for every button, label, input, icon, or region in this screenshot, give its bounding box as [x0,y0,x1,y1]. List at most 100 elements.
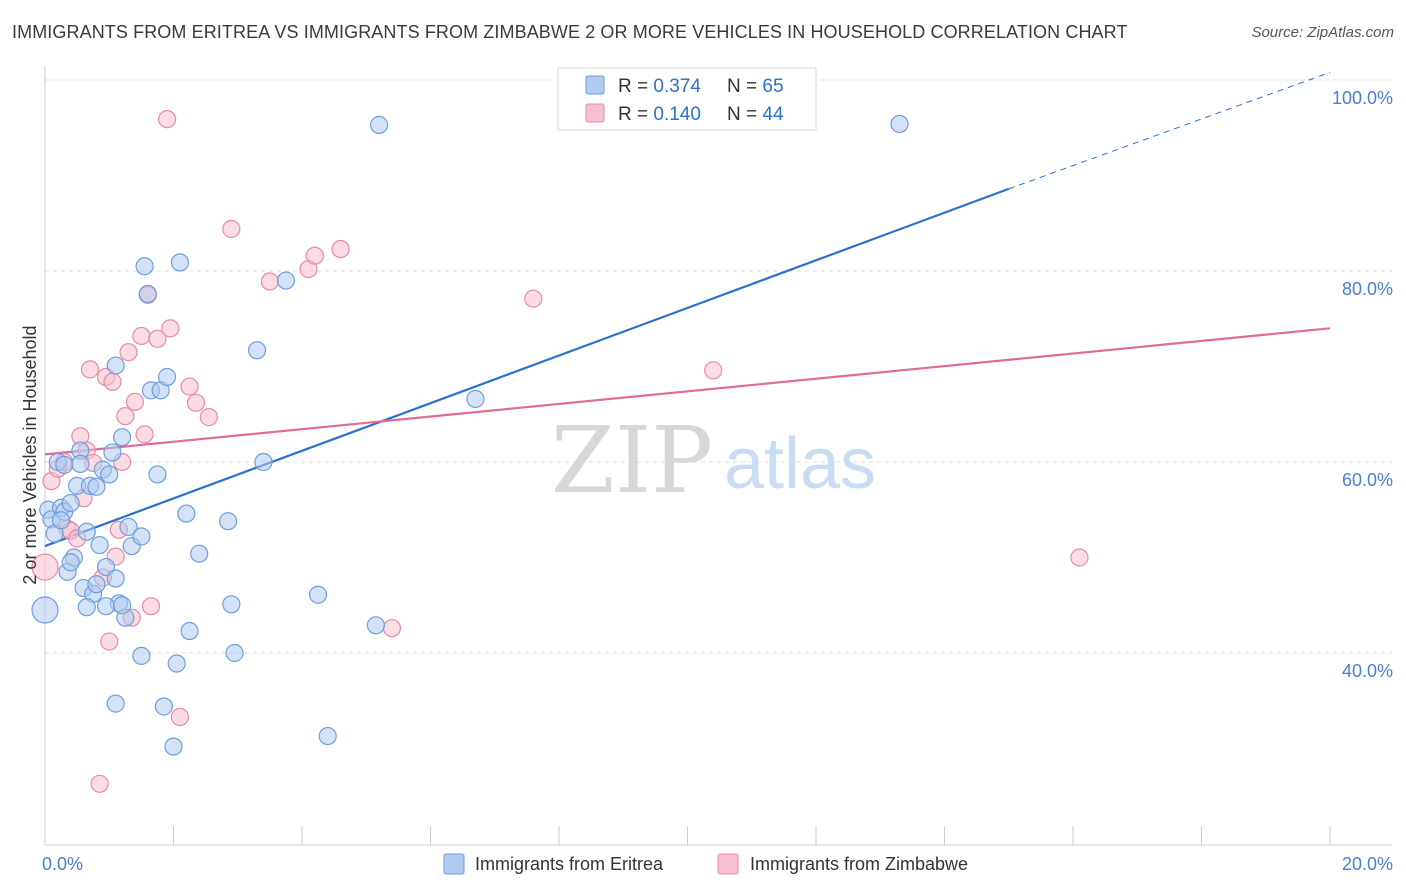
data-point-eritrea [177,504,196,523]
data-point-zimbabwe [157,110,177,129]
bottom-legend-swatch-eritrea [443,853,465,875]
r-value-eritrea: 0.374 [653,76,701,97]
chart-title: IMMIGRANTS FROM ERITREA VS IMMIGRANTS FR… [12,22,1128,42]
tick-labels: 100.0% 80.0% 60.0% 40.0% 0.0% 20.0% [42,88,1393,874]
r-label-eritrea: R = [618,76,653,97]
data-point-eritrea [96,597,116,616]
data-point-zimbabwe [222,219,241,239]
data-point-eritrea [318,726,337,746]
data-point-eritrea [190,544,209,563]
data-point-eritrea [112,428,132,447]
data-point-eritrea [61,553,80,572]
points-zimbabwe [31,110,1089,793]
data-point-eritrea [167,654,186,673]
svg-text:R = 0.140: R = 0.140 [618,104,701,125]
r-value-zimbabwe: 0.140 [653,104,701,125]
n-label-zimbabwe: N = [727,104,762,125]
bottom-legend-swatch-zimbabwe [717,853,739,875]
points-eritrea [31,114,909,756]
data-point-eritrea [31,596,59,624]
data-point-eritrea [132,527,151,546]
data-point-eritrea [219,512,238,531]
data-point-zimbabwe [180,377,199,396]
data-point-eritrea [157,367,177,387]
data-point-eritrea [222,595,241,614]
data-point-eritrea [170,253,190,272]
data-point-zimbabwe [382,619,402,638]
r-label-zimbabwe: R = [618,104,653,125]
data-point-zimbabwe [305,246,324,265]
data-point-eritrea [132,646,151,665]
data-point-zimbabwe [135,425,154,444]
data-point-zimbabwe [186,393,206,412]
data-point-zimbabwe [331,239,350,259]
svg-text:R = 0.374: R = 0.374 [618,76,701,97]
watermark-atlas: atlas [724,424,876,504]
data-point-zimbabwe [90,774,109,793]
data-point-zimbabwe [170,707,190,727]
data-point-eritrea [366,616,385,635]
data-point-eritrea [87,477,106,496]
data-point-eritrea [247,341,267,360]
data-point-eritrea [71,454,90,474]
trend-line-eritrea-extension [1008,71,1331,190]
x-tick-label: 0.0% [42,854,83,874]
data-point-eritrea [154,697,173,716]
x-tick-label: 20.0% [1342,854,1393,874]
data-point-eritrea [890,114,909,134]
data-point-eritrea [370,115,389,134]
data-point-eritrea [106,356,125,375]
data-point-eritrea [77,522,96,541]
legend-swatch-zimbabwe [585,103,605,123]
data-point-eritrea [148,465,167,484]
data-point-zimbabwe [116,407,135,426]
axes [44,66,1392,846]
data-point-eritrea [466,389,485,409]
data-point-eritrea [119,517,138,537]
data-point-eritrea [77,598,96,617]
data-point-eritrea [225,643,244,663]
bottom-legend-label-zimbabwe: Immigrants from Zimbabwe [750,854,968,874]
data-point-eritrea [106,569,125,588]
data-point-zimbabwe [125,392,145,411]
data-point-eritrea [254,452,273,472]
watermark-zip: ZIP [551,407,713,514]
data-point-eritrea [90,535,109,555]
trend-line-zimbabwe [44,327,1331,456]
n-value-zimbabwe: 44 [762,104,784,125]
source-label: Source: ZipAtlas.com [1251,24,1394,41]
data-point-eritrea [308,585,328,604]
data-point-eritrea [103,443,122,462]
n-label-eritrea: N = [727,76,762,97]
data-point-zimbabwe [524,289,543,308]
legend-swatch-eritrea [585,75,605,95]
data-point-zimbabwe [31,553,59,581]
data-point-zimbabwe [1070,548,1089,567]
data-point-eritrea [87,575,106,594]
n-value-eritrea: 65 [762,76,783,97]
data-point-zimbabwe [141,597,161,616]
data-point-zimbabwe [100,632,119,651]
data-point-eritrea [180,621,199,641]
data-point-zimbabwe [199,408,218,427]
data-point-eritrea [164,737,183,756]
y-tick-label: 80.0% [1342,279,1393,299]
data-point-zimbabwe [704,361,723,380]
data-point-eritrea [276,271,296,290]
data-point-zimbabwe [103,372,122,391]
data-point-zimbabwe [119,343,138,362]
data-point-eritrea [138,284,157,304]
bottom-legend: Immigrants from Eritrea Immigrants from … [443,853,968,875]
data-point-zimbabwe [260,272,279,291]
y-axis-label: 2 or more Vehicles in Household [20,325,40,584]
y-tick-label: 40.0% [1342,661,1393,681]
data-point-eritrea [51,511,71,530]
svg-text:N = 44: N = 44 [727,104,784,125]
top-legend: R = 0.374 N = 65 R = 0.140 N = 44 [557,67,817,131]
bottom-legend-label-eritrea: Immigrants from Eritrea [475,854,664,874]
y-tick-label: 100.0% [1332,88,1393,108]
data-point-zimbabwe [132,326,151,346]
data-point-eritrea [55,455,74,474]
y-tick-label: 60.0% [1342,470,1393,490]
